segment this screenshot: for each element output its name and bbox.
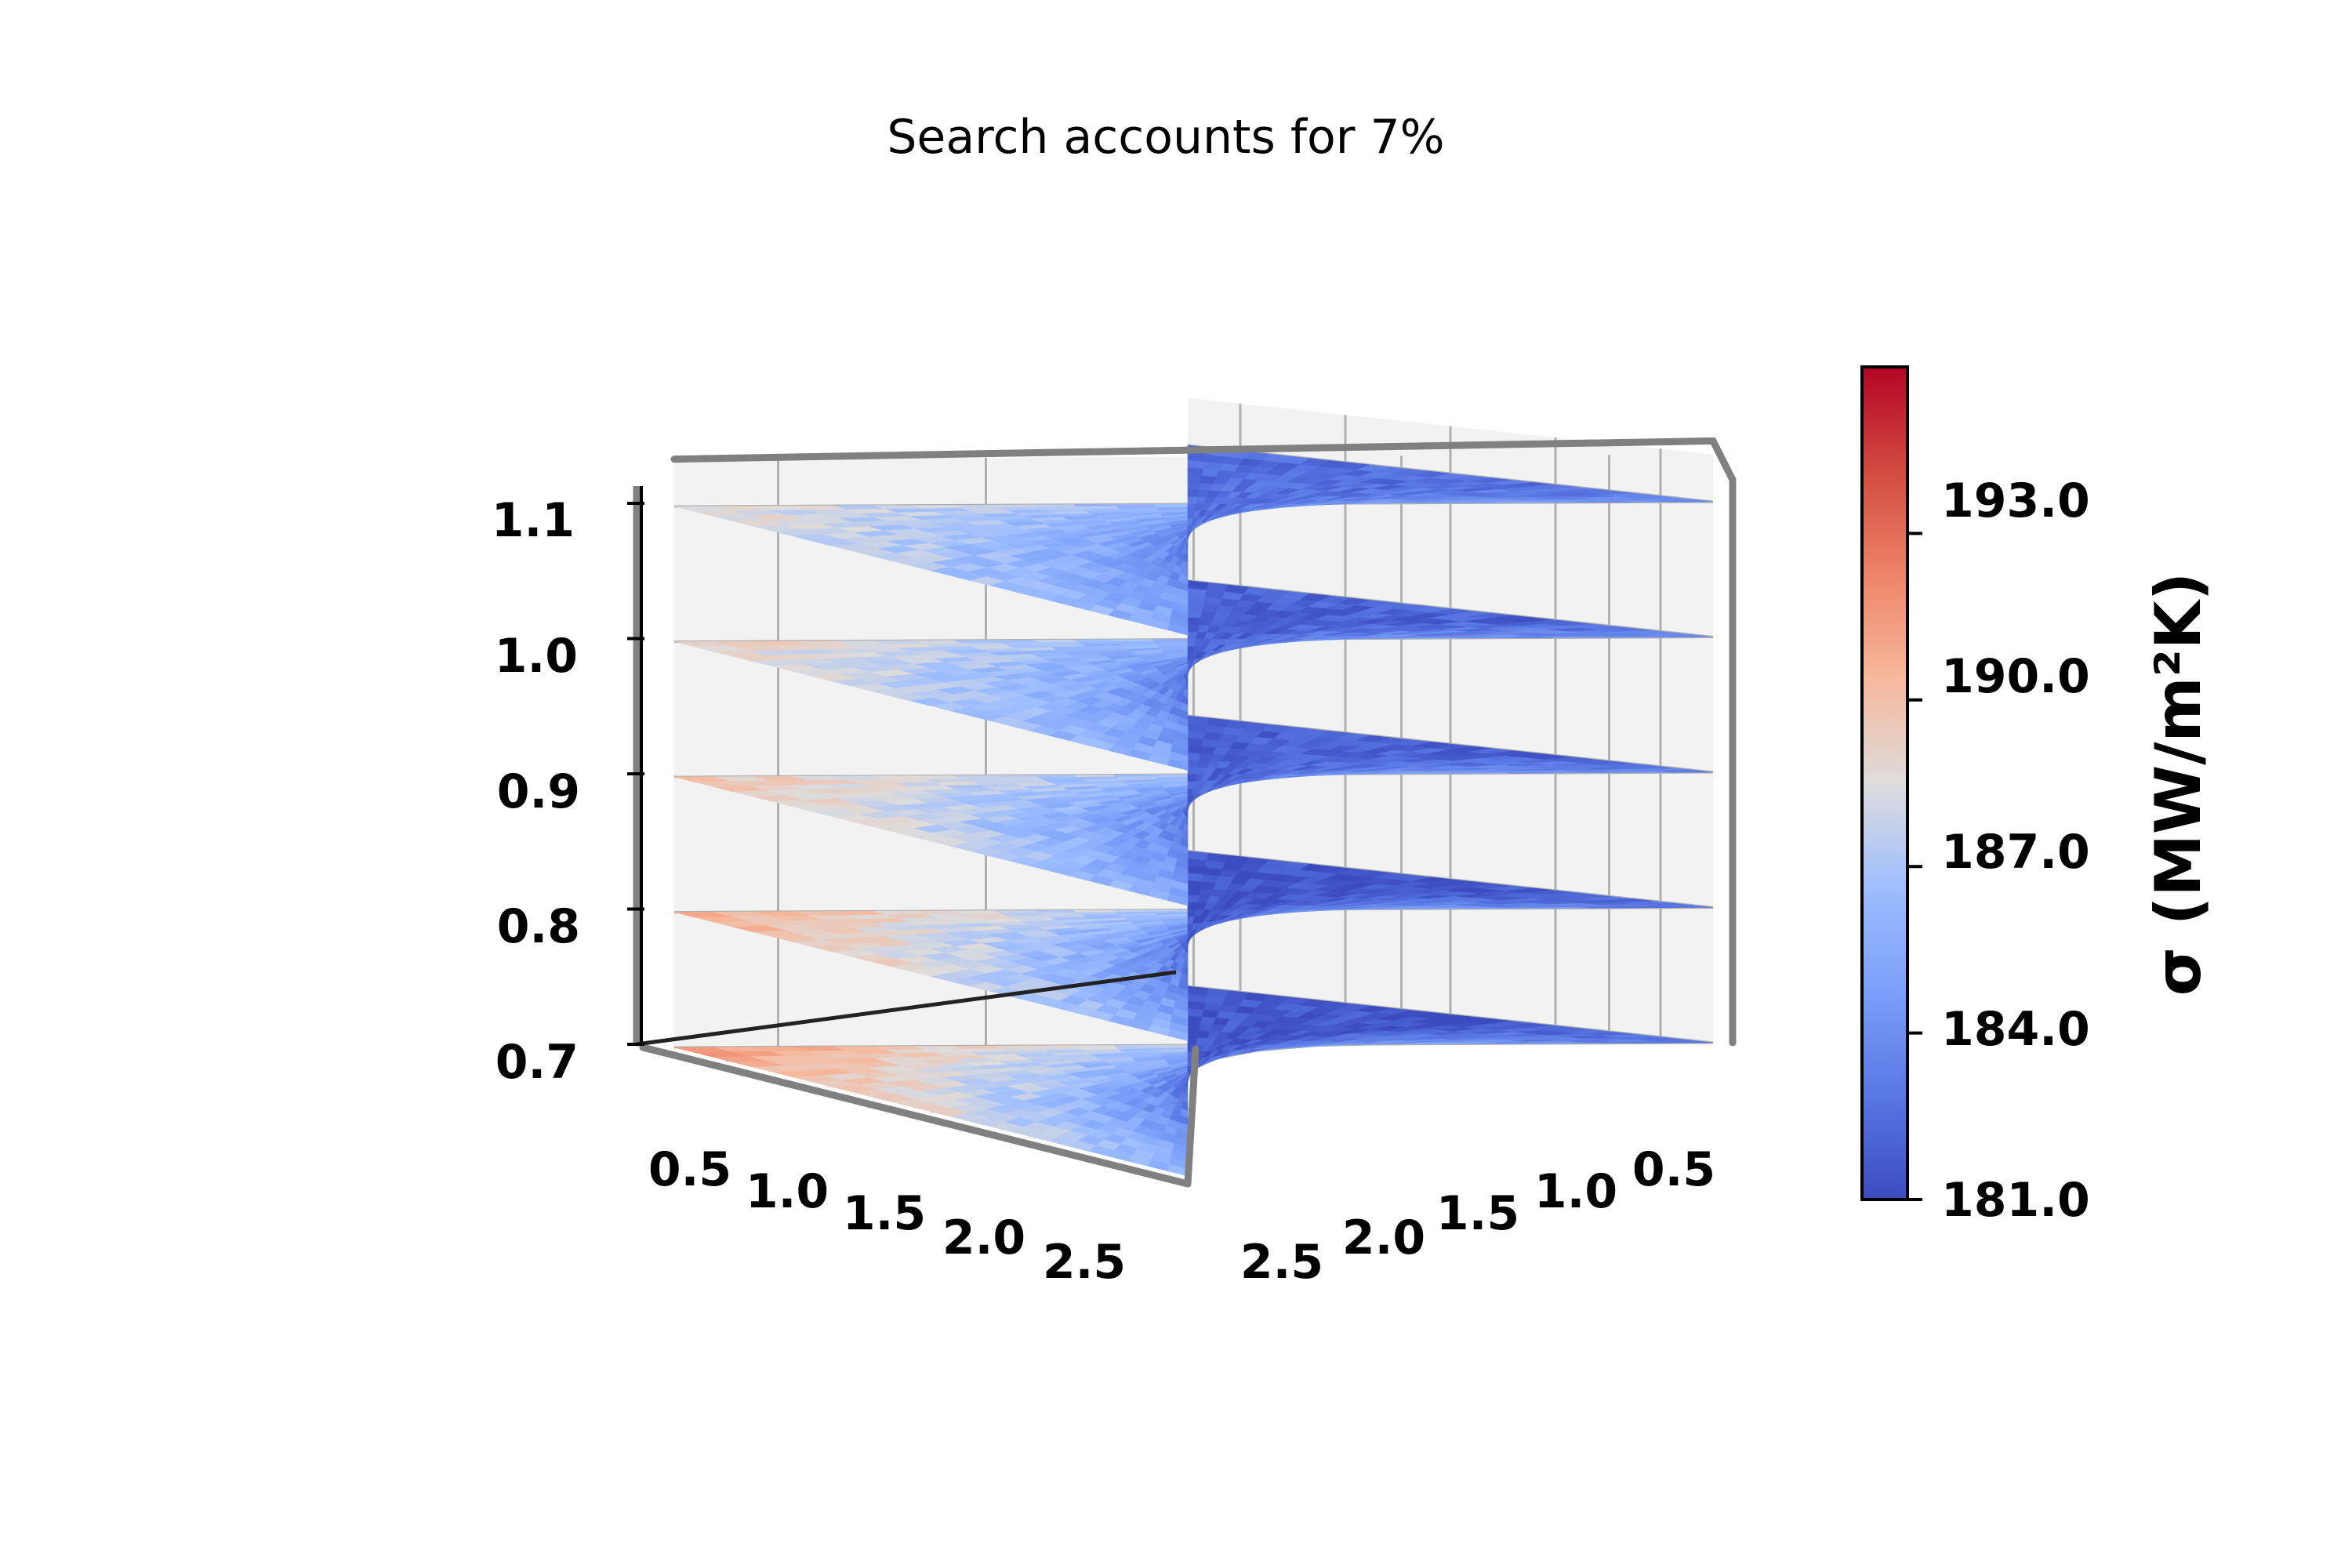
colorbar: 181.0 184.0 187.0 190.0 193.0 σ (MW/m²K) — [1860, 365, 2215, 1228]
colorbar-ticks — [1907, 532, 1922, 1201]
slice-z-0.7 — [673, 985, 1714, 1177]
heatmap-cell — [1200, 880, 1217, 890]
z-tick-label: 0.8 — [497, 899, 580, 954]
y-tick-label: 0.5 — [1632, 1142, 1715, 1197]
z-tick-label: 0.9 — [497, 764, 580, 819]
x-tick-label: 2.0 — [942, 1210, 1025, 1265]
heatmap-cell — [1187, 1036, 1198, 1045]
heatmap-cell — [1187, 752, 1201, 760]
y-tick-label: 2.5 — [1240, 1235, 1323, 1290]
x-tick-label: 1.0 — [746, 1164, 829, 1219]
colorbar-tick-label: 190.0 — [1941, 649, 2090, 704]
heatmap-cell — [1187, 495, 1198, 504]
heatmap-cell — [1187, 481, 1201, 490]
y-tick-label: 1.5 — [1436, 1186, 1519, 1241]
z-tick-label: 1.0 — [495, 629, 578, 684]
slice-z-0.8 — [673, 851, 1714, 1041]
heatmap-cell — [1187, 774, 1196, 782]
heatmap-cell — [1200, 1016, 1217, 1025]
y-axis-tick-labels: 0.5 1.0 1.5 2.0 2.5 — [1240, 1142, 1715, 1290]
heatmap-cell — [1187, 902, 1198, 910]
heatmap-cell — [1187, 744, 1203, 753]
heatmap-cell — [1187, 631, 1198, 640]
heatmap-cell — [1187, 616, 1201, 626]
heatmap-cell — [1187, 488, 1200, 497]
heatmap-cell — [1200, 610, 1217, 619]
x-tick-label: 2.5 — [1043, 1235, 1126, 1290]
z-axis-tick-labels: 0.7 0.8 0.9 1.0 1.1 — [492, 493, 580, 1090]
heatmap-cell — [1187, 503, 1196, 512]
slice-z-0.9 — [673, 715, 1714, 906]
heatmap-slices — [673, 445, 1714, 1177]
heatmap-cell — [1187, 894, 1200, 903]
y-tick-label: 2.0 — [1342, 1210, 1425, 1265]
heatmap-cell — [1200, 475, 1217, 484]
heatmap-cell — [1187, 1014, 1203, 1024]
x-tick-label: 1.5 — [843, 1186, 926, 1241]
heatmap-cell — [1187, 1029, 1200, 1038]
heatmap-cell — [1187, 1022, 1201, 1031]
heatmap-cell — [1187, 474, 1203, 483]
heatmap-cell — [1187, 909, 1196, 917]
colorbar-tick-label: 184.0 — [1941, 1002, 2090, 1057]
heatmap-cell — [1187, 766, 1198, 775]
colorbar-gradient — [1860, 365, 1909, 1201]
x-tick-label: 0.5 — [648, 1142, 731, 1197]
z-tick-label: 0.7 — [495, 1035, 579, 1090]
colorbar-tick-label: 193.0 — [1941, 474, 2090, 528]
heatmap-cell — [1187, 623, 1200, 633]
colorbar-label: σ (MW/m²K) — [2142, 572, 2215, 996]
heatmap-cell — [1187, 880, 1203, 889]
heatmap-cell — [1187, 887, 1201, 896]
heatmap-cell — [1187, 759, 1200, 768]
y-tick-label: 1.0 — [1534, 1164, 1617, 1219]
x-axis-tick-labels: 0.5 1.0 1.5 2.0 2.5 — [648, 1142, 1126, 1290]
colorbar-tick-label: 187.0 — [1941, 825, 2090, 880]
heatmap-cell — [1200, 746, 1217, 754]
heatmap-cell — [1187, 638, 1196, 647]
chart-title: Search accounts for 7% — [887, 110, 1444, 165]
heatmap-cell — [1187, 609, 1203, 619]
colorbar-tick-label: 181.0 — [1941, 1173, 2090, 1228]
z-tick-label: 1.1 — [492, 493, 575, 548]
